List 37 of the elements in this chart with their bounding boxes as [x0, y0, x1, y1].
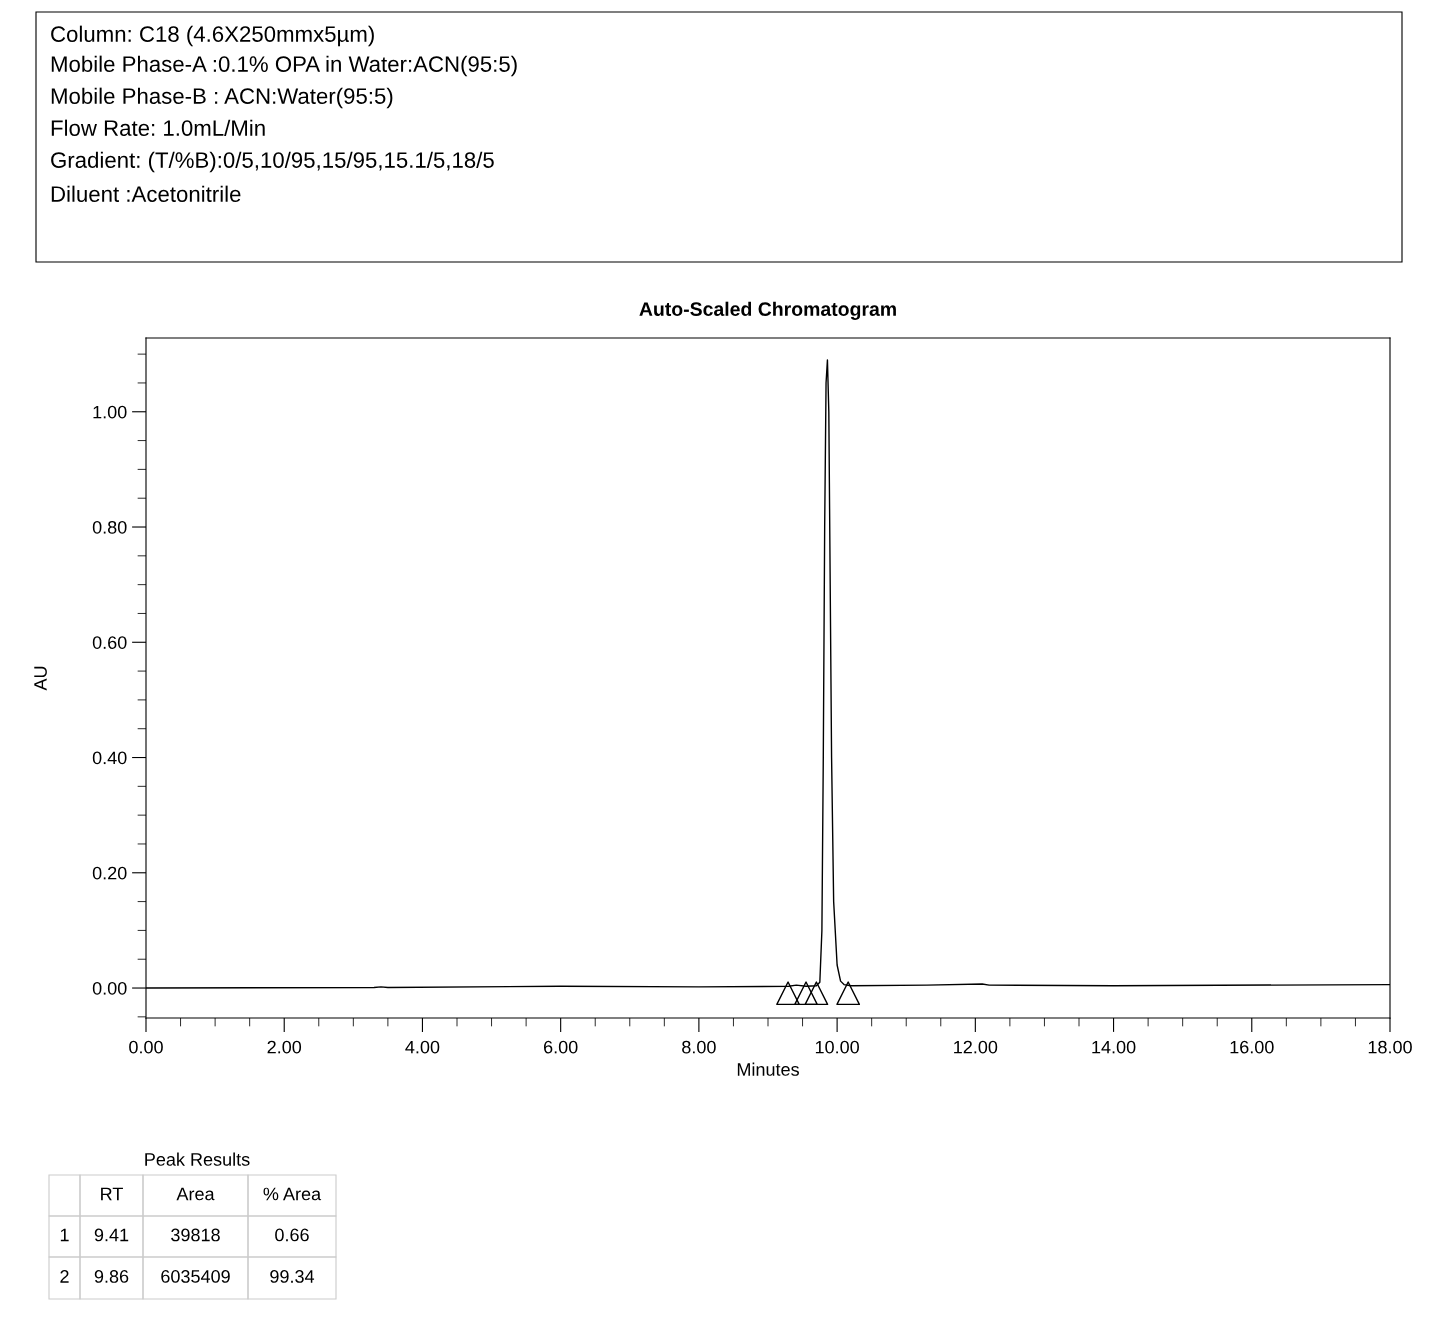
text: Mobile Phase-B : ACN:Water(95:5) — [51, 87, 393, 109]
text: 9.41 — [94, 1228, 129, 1242]
y-tick-label: 0.40 — [92, 751, 127, 765]
y-tick-label: 0.00 — [92, 981, 127, 995]
x-tick-label: 18.00 — [1368, 1040, 1412, 1054]
text: Area — [176, 1187, 215, 1201]
text: 6035409 — [161, 1270, 230, 1283]
text: 99.34 — [270, 1270, 315, 1283]
y-tick-label: 0.60 — [92, 636, 127, 649]
x-tick-label: 2.00 — [267, 1040, 302, 1054]
text: Peak Results — [145, 1152, 250, 1166]
x-tick-label: 8.00 — [682, 1040, 716, 1054]
x-tick-label: 14.00 — [1092, 1040, 1136, 1054]
text: 39818 — [171, 1228, 220, 1242]
text: % Area — [263, 1187, 322, 1201]
x-axis-title: Minutes — [737, 1062, 799, 1076]
x-tick-label: 6.00 — [544, 1040, 578, 1054]
text: RT — [101, 1187, 123, 1201]
y-tick-label: 1.00 — [93, 405, 127, 419]
text: 9.86 — [94, 1270, 129, 1283]
x-tick-label: 16.00 — [1230, 1040, 1274, 1054]
text: 0.66 — [275, 1228, 309, 1242]
y-axis-title: AU — [34, 666, 47, 691]
x-tick-label: 10.00 — [815, 1040, 859, 1054]
text: Flow Rate: 1.0mL/Min — [51, 119, 265, 136]
x-tick-label: 4.00 — [405, 1040, 440, 1054]
text: Diluent :Acetonitrile — [51, 185, 241, 202]
text: 2 — [60, 1270, 69, 1283]
text: 1 — [60, 1228, 69, 1242]
text: Mobile Phase-A :0.1% OPA in Water:ACN(95:5) — [51, 55, 517, 77]
text: Gradient: (T/%B):0/5,10/95,15/95,15.1/5,18/5 — [51, 151, 494, 173]
x-tick-label: 12.00 — [954, 1040, 998, 1054]
x-tick-label: 0.00 — [129, 1040, 163, 1054]
chart-title: Auto-Scaled Chromatogram — [639, 301, 896, 320]
y-tick-label: 0.80 — [92, 520, 127, 534]
text: Column: C18 (4.6X250mmx5µm) — [51, 25, 374, 47]
y-tick-label: 0.20 — [92, 866, 127, 880]
